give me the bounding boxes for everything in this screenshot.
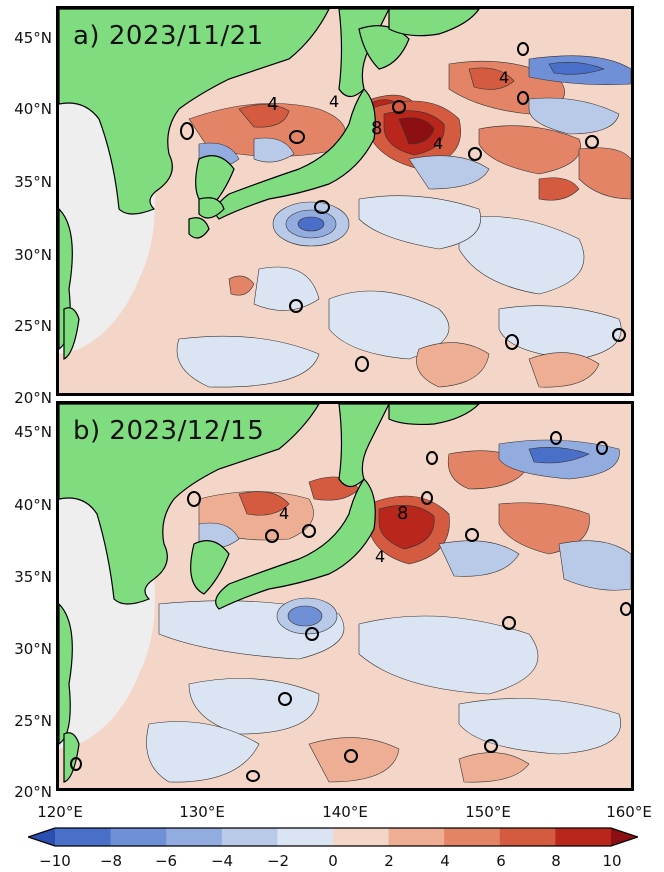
- colorbar-tick-label: −8: [99, 852, 123, 870]
- lon-label-150e: 150°E: [465, 803, 511, 821]
- contour-label: 4: [433, 134, 443, 153]
- colorbar-tick-label: −10: [39, 852, 71, 870]
- colorbar-tick-label: 8: [551, 852, 561, 870]
- lon-label-130e: 130°E: [179, 803, 225, 821]
- colorbar-segment: [221, 828, 278, 846]
- panel-label-a: a) 2023/11/21: [73, 21, 264, 51]
- colorbar-tick-label: 2: [384, 852, 394, 870]
- contour-label: 8: [397, 503, 408, 524]
- lat-label-45n-a: 45°N: [14, 29, 52, 47]
- lat-label-20n-a: 20°N: [14, 389, 52, 407]
- contour-label: 4: [329, 92, 339, 111]
- lat-label-40n-a: 40°N: [14, 100, 52, 118]
- colorbar-segment: [333, 828, 390, 846]
- colorbar-tick-label: 0: [328, 852, 338, 870]
- colorbar-tick-label: 10: [602, 852, 622, 870]
- colorbar-segment: [499, 828, 556, 846]
- colorbar-tick-label: 4: [440, 852, 450, 870]
- anomaly-map-b: 4 8 4: [59, 404, 631, 788]
- contour-label: 4: [499, 68, 509, 87]
- lat-label-40n-b: 40°N: [14, 496, 52, 514]
- colorbar-segment: [277, 828, 334, 846]
- colorbar-segment: [555, 828, 612, 846]
- contour-label: 8: [371, 118, 382, 139]
- colorbar-segment: [166, 828, 223, 846]
- lat-label-30n-a: 30°N: [14, 246, 52, 264]
- colorbar-segment: [388, 828, 445, 846]
- lat-label-35n-b: 35°N: [14, 568, 52, 586]
- map-panel-a: 4 4 8 4 4 a) 2023/11/21: [56, 6, 634, 396]
- colorbar-tick-label: −4: [210, 852, 234, 870]
- colorbar-segment: [110, 828, 167, 846]
- contour-label: 4: [279, 504, 289, 523]
- lat-label-25n-b: 25°N: [14, 712, 52, 730]
- map-panel-b: 4 8 4 b) 2023/12/15: [56, 401, 634, 791]
- colorbar-segment: [444, 828, 501, 846]
- anomaly-map-a: 4 4 8 4 4: [59, 9, 631, 393]
- lon-label-160e: 160°E: [606, 803, 652, 821]
- colorbar-outline: [28, 827, 638, 847]
- colorbar-extend-min: [28, 828, 55, 846]
- lat-label-20n-b: 20°N: [14, 783, 52, 801]
- colorbar: [28, 827, 638, 847]
- panel-label-b: b) 2023/12/15: [73, 416, 265, 446]
- lat-label-35n-a: 35°N: [14, 173, 52, 191]
- lat-label-30n-b: 30°N: [14, 640, 52, 658]
- contour-label: 4: [267, 94, 278, 115]
- lon-label-140e: 140°E: [322, 803, 368, 821]
- colorbar-tick-label: −2: [266, 852, 290, 870]
- colorbar-segment: [55, 828, 112, 846]
- colorbar-extend-max: [611, 828, 638, 846]
- colorbar-tick-label: −6: [154, 852, 178, 870]
- colorbar-tick-label: 6: [496, 852, 506, 870]
- contour-label: 4: [375, 547, 385, 566]
- lat-label-45n-b: 45°N: [14, 423, 52, 441]
- lat-label-25n-a: 25°N: [14, 317, 52, 335]
- lon-label-120e: 120°E: [37, 803, 83, 821]
